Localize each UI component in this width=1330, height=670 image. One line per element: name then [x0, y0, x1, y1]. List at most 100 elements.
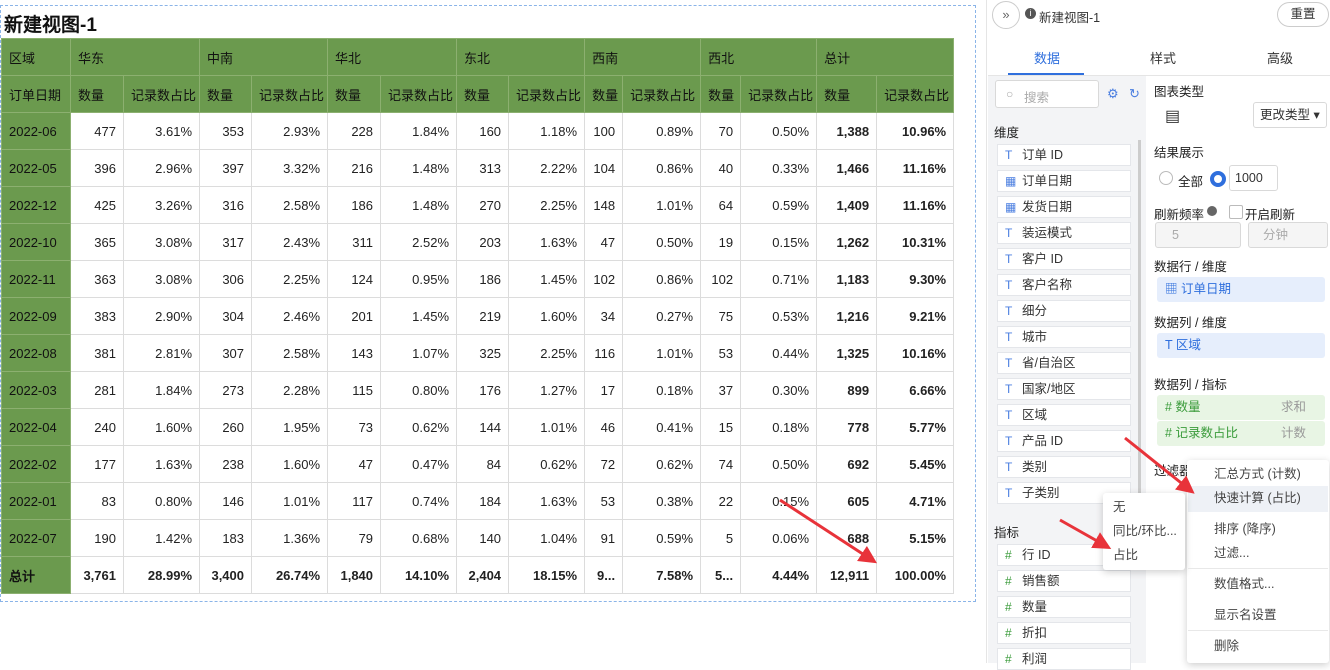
cell: 1,840 — [327, 556, 382, 594]
measure-pill[interactable]: # 记录数占比 计数 — [1157, 421, 1325, 446]
cell: 186 — [456, 260, 510, 298]
cell: 1,262 — [816, 223, 878, 261]
cell: 2.52% — [380, 223, 458, 261]
dimension-field[interactable]: T 订单 ID — [997, 144, 1131, 166]
field-name: 省/自治区 — [1022, 356, 1076, 370]
field-icon: # — [1005, 548, 1012, 562]
menu-item[interactable]: 快速计算 (占比) — [1214, 491, 1301, 505]
dimension-field[interactable]: T 产品 ID — [997, 430, 1131, 452]
cell: 11.16% — [876, 186, 955, 224]
cell: 1.01% — [508, 408, 586, 446]
field-icon: ▦ — [1005, 200, 1017, 214]
cell: 46 — [584, 408, 624, 446]
dimension-field[interactable]: T 客户名称 — [997, 274, 1131, 296]
menu-item[interactable]: 显示名设置 — [1214, 608, 1277, 622]
tab[interactable]: 样式 — [1150, 51, 1177, 66]
measure-field[interactable]: # 行 ID — [997, 544, 1131, 566]
view-frame — [0, 5, 976, 602]
measure-name: 数量 — [1175, 400, 1201, 414]
cell: 26.74% — [251, 556, 329, 594]
cell: 2.81% — [122, 334, 201, 372]
cell: 3.26% — [122, 186, 201, 224]
cell: 0.15% — [740, 223, 818, 261]
result-limit[interactable]: 1000 — [1229, 165, 1278, 191]
measure-field[interactable]: # 折扣 — [997, 622, 1131, 644]
cell: 2.46% — [251, 297, 329, 335]
arrow — [779, 498, 878, 564]
field-icon: T — [1005, 382, 1013, 396]
cell: 1.60% — [508, 297, 586, 335]
cell: 1.01% — [251, 482, 329, 520]
reset-button[interactable]: 重置 — [1277, 2, 1329, 27]
subheader-cell: 记录数占比 — [380, 75, 458, 113]
row-dim-label: 数据行 / 维度 — [1154, 260, 1227, 274]
radio-selected[interactable] — [1210, 171, 1226, 187]
row-header: 2022-05 — [1, 149, 71, 187]
search-icon: ○ — [1006, 87, 1014, 101]
field-icon: # — [1005, 574, 1012, 588]
col-dim-pill[interactable]: T 区域 — [1157, 333, 1325, 358]
data-row: 2022-03 281 1.84% 273 2.28% 115 0.80% 176 1.27% 1… — [1, 371, 955, 409]
settings-icon[interactable]: ⚙ — [1107, 86, 1119, 101]
menu-item[interactable]: 过滤... — [1214, 546, 1250, 560]
tab[interactable]: 数据 — [1034, 51, 1061, 66]
cell: 365 — [70, 223, 124, 261]
cell: 1,183 — [816, 260, 878, 298]
cell: 0.71% — [740, 260, 818, 298]
cell: 1.63% — [508, 482, 586, 520]
cell: 1.42% — [122, 519, 201, 557]
cell: 184 — [456, 482, 510, 520]
field-icon: T — [1005, 434, 1013, 448]
cell: 0.27% — [622, 297, 702, 335]
refresh-icon[interactable]: ↻ — [1129, 86, 1140, 101]
submenu-item[interactable]: 同比/环比... — [1113, 524, 1177, 538]
row-header: 2022-04 — [1, 408, 71, 446]
dimension-field[interactable]: T 城市 — [997, 326, 1131, 348]
cell: 270 — [456, 186, 510, 224]
data-row: 2022-07 190 1.42% 183 1.36% 79 0.68% 140 1.04% 91… — [1, 519, 955, 557]
menu-highlight — [1188, 486, 1328, 512]
dimension-field[interactable]: T 装运模式 — [997, 222, 1131, 244]
collapse-button[interactable]: » — [992, 1, 1020, 29]
data-row: 2022-05 396 2.96% 397 3.32% 216 1.48% 313 2.22% 1… — [1, 149, 955, 187]
field-icon: T — [1005, 486, 1013, 500]
col-dim: 区域 — [1175, 338, 1201, 352]
cell: 116 — [584, 334, 624, 372]
dimension-field[interactable]: T 国家/地区 — [997, 378, 1131, 400]
tab[interactable]: 高级 — [1267, 51, 1294, 66]
menu-item[interactable]: 数值格式... — [1214, 577, 1275, 591]
measure-pill[interactable]: # 数量 求和 — [1157, 395, 1325, 420]
cell: 34 — [584, 297, 624, 335]
dimension-field[interactable]: T 类别 — [997, 456, 1131, 478]
radio[interactable] — [1159, 171, 1173, 185]
dimension-field[interactable]: T 细分 — [997, 300, 1131, 322]
row-dim-pill[interactable]: ▦ 订单日期 — [1157, 277, 1325, 302]
arrow — [1059, 518, 1112, 549]
info-icon: i — [1025, 8, 1036, 19]
view-name: 新建视图-1 — [1039, 11, 1101, 25]
cell: 0.38% — [622, 482, 702, 520]
cell: 5.77% — [876, 408, 955, 446]
submenu-item[interactable]: 无 — [1113, 500, 1126, 514]
cell: 75 — [700, 297, 742, 335]
dimensions-label: 维度 — [994, 126, 1020, 140]
change-type-select[interactable]: 更改类型 ▾ — [1253, 102, 1327, 128]
search-box[interactable] — [995, 80, 1099, 108]
dimension-field[interactable]: T 省/自治区 — [997, 352, 1131, 374]
measure-field[interactable]: # 销售额 — [997, 570, 1131, 592]
menu-item[interactable]: 排序 (降序) — [1214, 522, 1276, 536]
submenu-item[interactable]: 占比 — [1113, 548, 1139, 562]
dimension-field[interactable]: T 客户 ID — [997, 248, 1131, 270]
subheader-cell: 数量 — [456, 75, 510, 113]
menu-item[interactable]: 删除 — [1214, 639, 1240, 653]
dimension-field[interactable]: T 区域 — [997, 404, 1131, 426]
checkbox[interactable] — [1229, 205, 1243, 219]
dimension-field[interactable]: T 子类别 — [997, 482, 1131, 504]
field-icon: # — [1005, 652, 1012, 666]
measure-field[interactable]: # 数量 — [997, 596, 1131, 618]
menu-item[interactable]: 汇总方式 (计数) — [1214, 467, 1301, 481]
dimension-field[interactable]: ▦ 发货日期 — [997, 196, 1131, 218]
measure-agg: 计数 — [1281, 426, 1307, 440]
dimension-field[interactable]: ▦ 订单日期 — [997, 170, 1131, 192]
